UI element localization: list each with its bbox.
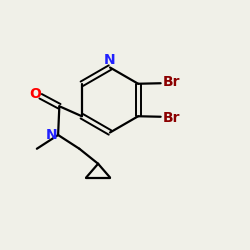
Text: N: N [104,53,116,67]
Text: N: N [45,128,57,142]
Text: Br: Br [163,75,181,89]
Text: Br: Br [163,111,181,125]
Text: O: O [30,87,42,101]
